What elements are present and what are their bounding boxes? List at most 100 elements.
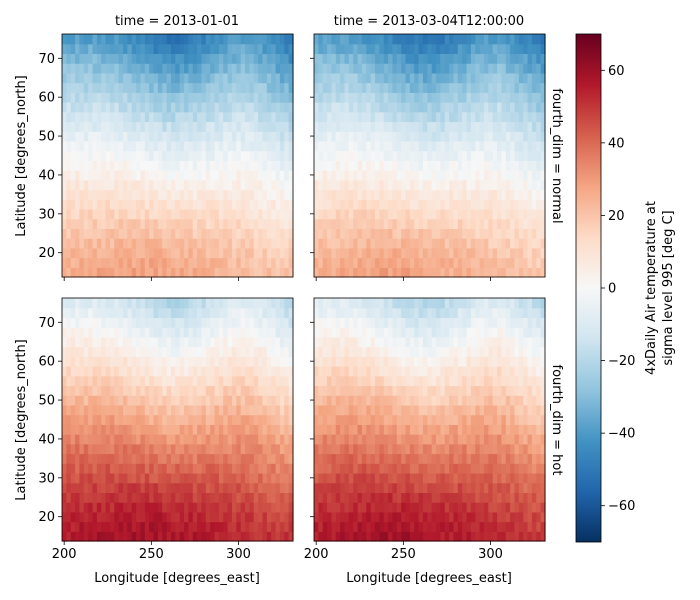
heatmap-cell	[284, 298, 290, 309]
heatmap-cell	[483, 443, 489, 455]
heatmap-cell	[396, 131, 402, 142]
heatmap-cell	[223, 414, 229, 425]
heatmap-cell	[488, 356, 494, 367]
heatmap-cell	[396, 463, 402, 474]
heatmap-cell	[79, 434, 85, 445]
heatmap-cell	[249, 414, 255, 425]
heatmap-cell	[284, 443, 290, 455]
heatmap-cell	[479, 521, 485, 532]
heatmap-cell	[101, 366, 107, 377]
heatmap-cell	[157, 82, 163, 93]
heatmap-cell	[418, 170, 424, 181]
heatmap-cell	[453, 298, 459, 309]
heatmap-cell	[436, 228, 441, 239]
heatmap-cell	[440, 317, 446, 328]
heatmap-cell	[401, 336, 407, 348]
heatmap-cell	[253, 404, 259, 416]
heatmap-cell	[392, 63, 398, 74]
heatmap-cell	[353, 482, 359, 493]
heatmap-cell	[418, 356, 424, 367]
heatmap-cell	[335, 140, 341, 152]
heatmap-cell	[327, 453, 333, 464]
heatmap-cell	[357, 43, 363, 55]
heatmap-cell	[88, 463, 94, 474]
heatmap-cell	[523, 43, 529, 55]
heatmap-cell	[457, 336, 463, 348]
heatmap-cell	[348, 356, 354, 367]
heatmap-cell	[258, 199, 264, 210]
heatmap-cell	[284, 170, 290, 181]
heatmap-cell	[284, 414, 290, 425]
heatmap-cell	[518, 238, 524, 249]
heatmap-cell	[175, 179, 181, 191]
heatmap-cell	[227, 327, 233, 338]
heatmap-cell	[201, 327, 207, 338]
heatmap-cell	[470, 43, 476, 55]
heatmap-cell	[427, 63, 433, 74]
heatmap-cell	[96, 404, 102, 416]
heatmap-cell	[231, 366, 237, 377]
heatmap-cell	[275, 404, 281, 416]
heatmap-cell	[366, 102, 372, 113]
heatmap-cell	[327, 247, 333, 259]
heatmap-cell	[422, 140, 428, 152]
heatmap-cell	[479, 336, 485, 348]
heatmap-cell	[83, 257, 89, 268]
heatmap-cell	[210, 179, 216, 191]
heatmap-cell	[271, 385, 277, 396]
heatmap-cell	[258, 336, 264, 348]
heatmap-cell	[470, 443, 476, 455]
heatmap-cell	[466, 121, 472, 132]
heatmap-cell	[153, 453, 159, 464]
heatmap-cell	[166, 317, 172, 328]
heatmap-cell	[166, 531, 172, 542]
heatmap-cell	[449, 511, 455, 523]
heatmap-cell	[249, 472, 255, 484]
heatmap-cell	[184, 336, 189, 348]
heatmap-cell	[262, 247, 268, 259]
heatmap-cell	[470, 63, 476, 74]
heatmap-cell	[318, 472, 324, 484]
heatmap-cell	[353, 131, 359, 142]
heatmap-cell	[279, 228, 285, 239]
heatmap-cell	[322, 336, 328, 348]
heatmap-cell	[153, 385, 159, 396]
heatmap-cell	[92, 482, 98, 493]
heatmap-cell	[62, 82, 67, 93]
heatmap-cell	[175, 189, 181, 200]
heatmap-cell	[375, 502, 380, 513]
heatmap-cell	[353, 375, 359, 387]
heatmap-cell	[118, 414, 124, 425]
heatmap-cell	[375, 356, 380, 367]
heatmap-cell	[223, 160, 229, 171]
heatmap-cell	[357, 238, 363, 249]
heatmap-cell	[444, 53, 450, 64]
heatmap-cell	[214, 327, 220, 338]
heatmap-cell	[361, 424, 367, 435]
heatmap-cell	[153, 140, 159, 152]
heatmap-cell	[258, 121, 264, 132]
heatmap-cell	[170, 218, 176, 229]
heatmap-cell	[392, 463, 398, 474]
heatmap-cell	[109, 327, 115, 338]
heatmap-cell	[253, 298, 259, 309]
heatmap-cell	[249, 121, 255, 132]
heatmap-cell	[361, 327, 367, 338]
heatmap-cell	[75, 404, 81, 416]
heatmap-cell	[223, 53, 229, 64]
heatmap-cell	[136, 385, 142, 396]
heatmap-cell	[210, 395, 216, 406]
heatmap-cell	[527, 111, 533, 123]
heatmap-cell	[179, 111, 185, 123]
heatmap-cell	[318, 92, 324, 103]
heatmap-cell	[123, 404, 128, 416]
heatmap-cell	[275, 34, 281, 45]
heatmap-cell	[431, 472, 437, 484]
heatmap-cell	[210, 82, 216, 93]
heatmap-cell	[444, 521, 450, 532]
heatmap-cell	[344, 472, 350, 484]
heatmap-cell	[266, 140, 272, 152]
heatmap-cell	[462, 150, 468, 161]
heatmap-cell	[409, 366, 415, 377]
heatmap-cell	[75, 531, 81, 542]
